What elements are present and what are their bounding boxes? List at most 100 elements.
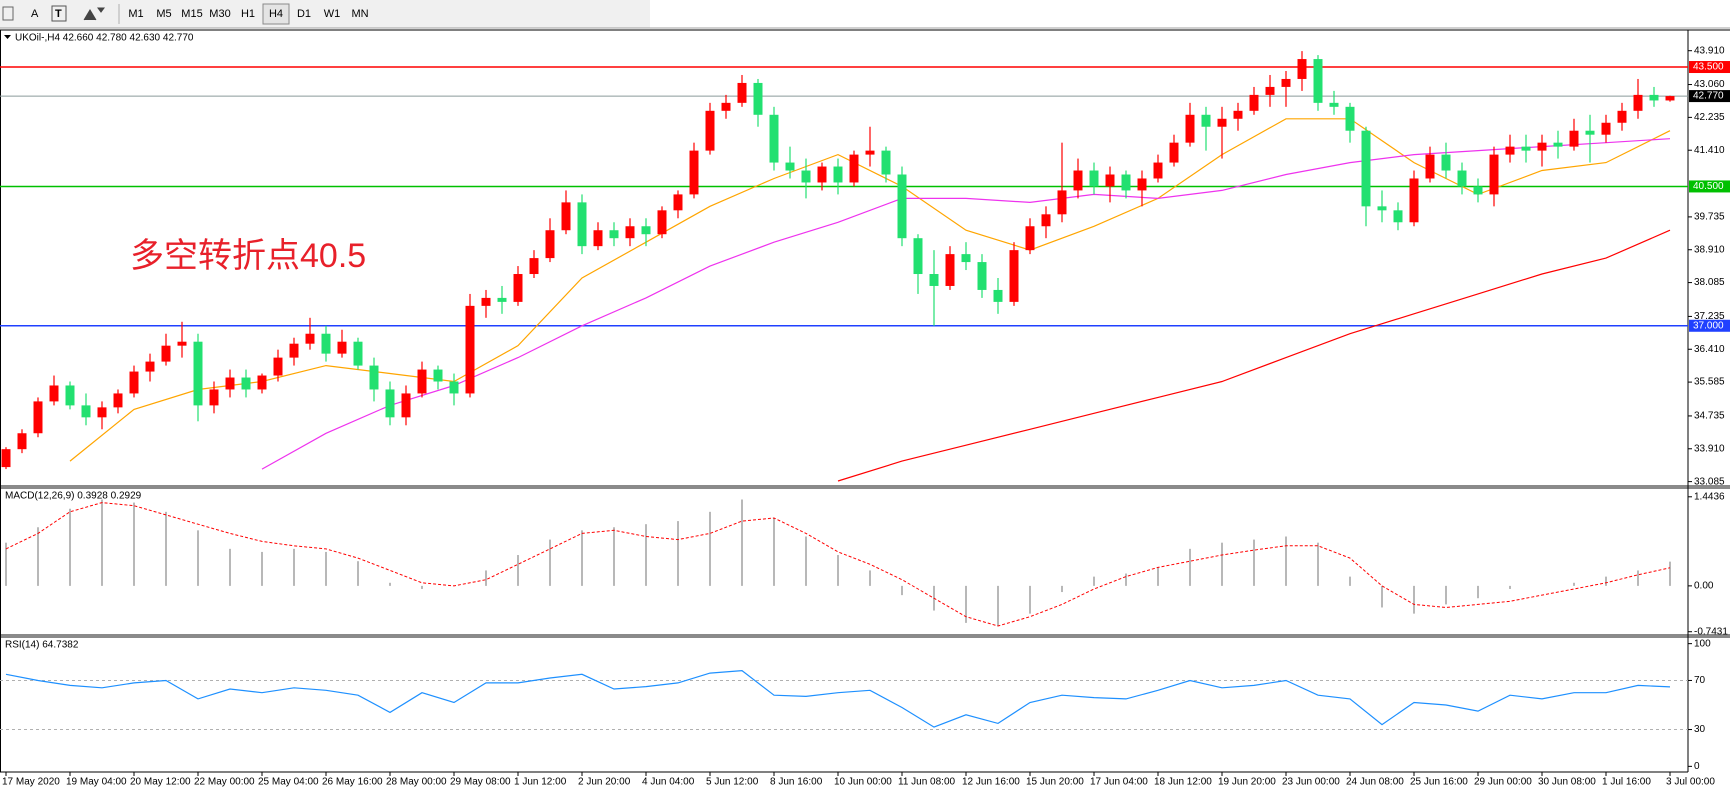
candle-body	[289, 343, 299, 358]
toolbar-bg	[0, 0, 650, 28]
candle-body	[817, 166, 827, 183]
x-tick-label: 29 May 08:00	[450, 777, 511, 788]
x-tick-label: 1 Jul 16:00	[1602, 777, 1651, 788]
x-tick-label: 22 May 00:00	[194, 777, 255, 788]
candle-body	[305, 333, 315, 344]
candle-body	[849, 154, 859, 183]
current-price-tag	[1689, 90, 1730, 103]
candle-body	[129, 371, 139, 394]
candle-body	[1025, 226, 1035, 251]
candle-body	[865, 150, 875, 155]
x-tick-label: 5 Jun 12:00	[706, 777, 759, 788]
candle-body	[273, 357, 283, 376]
y-tick-label: 43.060	[1694, 79, 1725, 90]
x-tick-label: 24 Jun 08:00	[1346, 777, 1404, 788]
candle-body	[929, 274, 939, 286]
candle-body	[577, 202, 587, 247]
candle-body	[641, 226, 651, 235]
candle-body	[193, 341, 203, 406]
timeframe-button[interactable]: M15	[181, 8, 202, 20]
cursor-icon[interactable]	[2, 6, 14, 21]
timeframe-button[interactable]: M30	[209, 8, 230, 20]
x-tick-label: 11 Jun 08:00	[898, 777, 956, 788]
x-tick-label: 8 Jun 16:00	[770, 777, 823, 788]
candle-body	[833, 166, 843, 183]
candle-body	[1313, 59, 1323, 103]
candle-body	[321, 333, 331, 354]
timeframe-button[interactable]: D1	[297, 8, 311, 20]
x-tick-label: 23 Jun 00:00	[1282, 777, 1340, 788]
candle-body	[897, 174, 907, 239]
candle-body	[113, 393, 123, 408]
candle-body	[369, 365, 379, 390]
candle-body	[1201, 114, 1211, 127]
timeframe-button[interactable]: W1	[324, 8, 341, 20]
candle-body	[785, 162, 795, 171]
timeframe-button[interactable]: MN	[351, 8, 368, 20]
chart-header: UKOil-,H4 42.660 42.780 42.630 42.770	[15, 33, 194, 44]
timeframe-button[interactable]: M5	[156, 8, 171, 20]
y-tick-label: -0.7431	[1694, 626, 1728, 637]
timeframe-button[interactable]: M1	[128, 8, 143, 20]
candle-body	[689, 150, 699, 195]
candle-body	[1121, 174, 1131, 191]
candle-body	[465, 305, 475, 394]
x-tick-label: 19 May 04:00	[66, 777, 127, 788]
candle-body	[1185, 114, 1195, 143]
x-tick-label: 15 Jun 20:00	[1026, 777, 1084, 788]
timeframe-button[interactable]: H4	[269, 8, 283, 20]
chart-layer: UKOil-,H4 42.660 42.780 42.630 42.770 43.…	[0, 33, 1730, 788]
y-tick-label: 70	[1694, 675, 1706, 686]
candle-body	[257, 375, 267, 390]
macd-signal	[5, 502, 1671, 627]
text-tool[interactable]: A	[31, 8, 39, 20]
candle-body	[1329, 102, 1339, 107]
y-tick-label: 41.410	[1694, 145, 1725, 156]
label-tool[interactable]	[51, 5, 67, 22]
x-tick-label: 30 Jun 08:00	[1538, 777, 1596, 788]
shapes-tool[interactable]	[83, 7, 105, 21]
x-tick-label: 1 Jun 12:00	[514, 777, 567, 788]
candle-body	[241, 377, 251, 390]
candle-body	[1377, 206, 1387, 211]
candle-body	[513, 274, 523, 302]
x-tick-label: 2 Jun 20:00	[578, 777, 631, 788]
candle-body	[705, 110, 715, 151]
candle-body	[1521, 146, 1531, 151]
candle-body	[881, 150, 891, 175]
candle-body	[673, 194, 683, 211]
candle-body	[561, 202, 571, 231]
timeframe-button[interactable]: H1	[241, 8, 255, 20]
candle-body	[1473, 186, 1483, 195]
candle-body	[49, 385, 59, 402]
level-tag	[1689, 319, 1730, 332]
candle-body	[97, 407, 107, 418]
y-tick-label: 100	[1694, 638, 1711, 649]
candle-body	[801, 170, 811, 183]
menu-arrow	[4, 35, 11, 39]
candle-body	[1585, 130, 1595, 135]
y-tick-label: 33.910	[1694, 443, 1725, 454]
candle-body	[1601, 122, 1611, 135]
y-tick-label: 39.735	[1694, 212, 1725, 223]
x-tick-label: 29 Jun 00:00	[1474, 777, 1532, 788]
candle-body	[1409, 178, 1419, 223]
candle-body	[529, 258, 539, 275]
panel-separator	[0, 634, 1730, 638]
indicator-title: RSI(14) 64.7382	[5, 640, 79, 651]
candle-body	[1265, 86, 1275, 95]
candle-body	[1217, 118, 1227, 127]
x-tick-label: 12 Jun 16:00	[962, 777, 1020, 788]
candle-body	[1057, 190, 1067, 215]
x-tick-label: 26 May 16:00	[322, 777, 383, 788]
y-tick-label: 34.735	[1694, 411, 1725, 422]
y-tick-label: 43.910	[1694, 45, 1725, 56]
y-tick-label: 38.085	[1694, 277, 1725, 288]
candle-body	[417, 369, 427, 394]
y-tick-label: 38.910	[1694, 244, 1725, 255]
candle-body	[545, 230, 555, 259]
level-label: 37.000	[1693, 320, 1724, 331]
candle-body	[1361, 130, 1371, 207]
